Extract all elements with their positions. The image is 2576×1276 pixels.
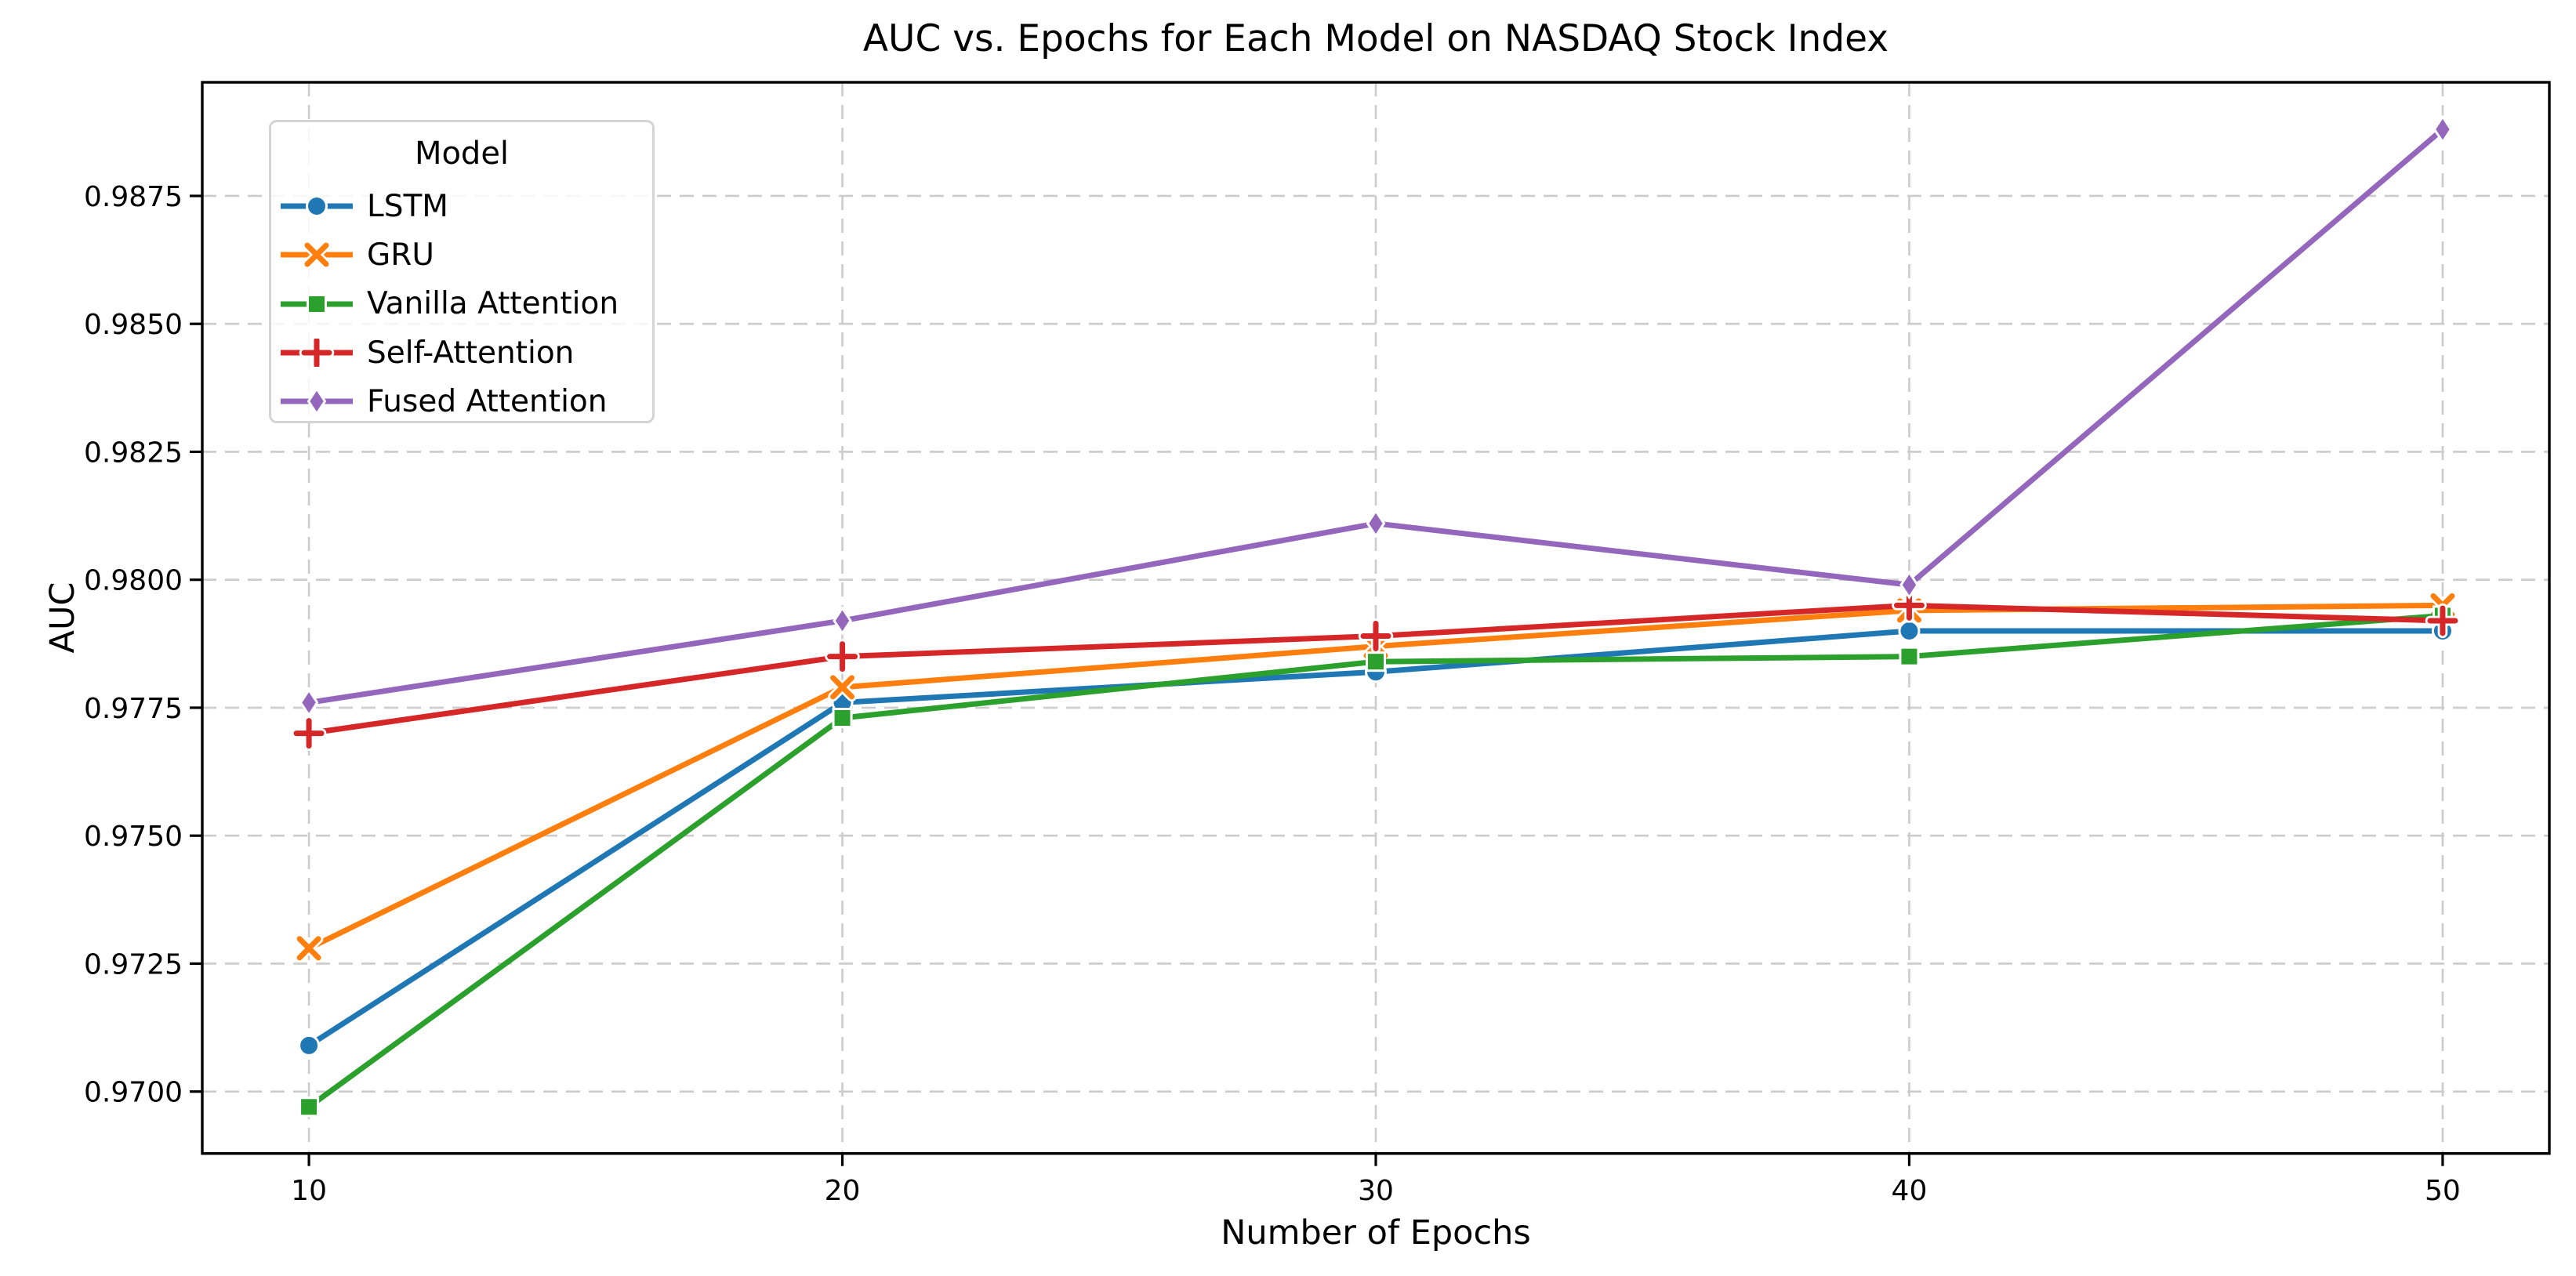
axis-ticks xyxy=(190,194,2444,1166)
x-tick-label: 20 xyxy=(825,1175,861,1207)
series-marker xyxy=(830,675,855,700)
series-marker xyxy=(306,195,328,218)
plus-swatch-icon xyxy=(281,339,353,368)
legend-item-label: LSTM xyxy=(367,188,448,224)
legend-item-lstm: LSTM xyxy=(271,182,652,230)
series-marker xyxy=(293,718,325,749)
series-marker xyxy=(833,606,852,636)
series-marker xyxy=(1366,651,1386,672)
legend-item-vanilla-attention: Vanilla Attention xyxy=(271,280,652,328)
x-axis-label: Number of Epochs xyxy=(1221,1213,1531,1252)
legend-item-gru: GRU xyxy=(271,230,652,279)
y-tick-label: 0.9775 xyxy=(84,693,183,725)
x-tick-label: 40 xyxy=(1892,1175,1928,1207)
series-marker xyxy=(296,936,321,961)
y-tick-label: 0.9850 xyxy=(84,309,183,341)
axis-tick-labels: 0.9700 0.9725 0.9750 0.9775 0.9800 0.9825 0.98… xyxy=(84,181,2461,1207)
y-tick-label: 0.9750 xyxy=(84,821,183,853)
x-tick-label: 50 xyxy=(2425,1175,2461,1207)
legend-item-label: GRU xyxy=(367,237,434,273)
legend-item-label: Fused Attention xyxy=(367,383,608,419)
legend-items: LSTM GRU Vanilla Attention Self-Attention Fu… xyxy=(271,182,652,426)
legend-item-label: Self-Attention xyxy=(367,335,575,371)
legend-item-label: Vanilla Attention xyxy=(367,286,619,322)
series-marker xyxy=(2427,605,2458,636)
legend-title: Model xyxy=(414,136,510,172)
series-marker xyxy=(1360,621,1391,652)
series-fused-attention xyxy=(299,114,2453,718)
diamond-swatch-icon xyxy=(281,387,353,416)
y-axis-label: AUC xyxy=(43,582,82,654)
x-swatch-icon xyxy=(281,241,353,270)
series-self-attention xyxy=(291,588,2461,751)
series-marker xyxy=(307,293,327,314)
circle-swatch-icon xyxy=(281,195,353,218)
series-marker xyxy=(827,641,858,672)
series-marker xyxy=(307,387,327,416)
y-tick-label: 0.9800 xyxy=(84,565,183,597)
y-tick-label: 0.9875 xyxy=(84,181,183,213)
legend-item-self-attention: Self-Attention xyxy=(271,328,652,377)
x-tick-label: 10 xyxy=(291,1175,327,1207)
series-marker xyxy=(2433,114,2453,144)
legend: Model LSTM GRU Vanilla Attention Self-Atten… xyxy=(269,120,655,423)
chart-title: AUC vs. Epochs for Each Model on NASDAQ … xyxy=(862,17,1889,60)
series-marker xyxy=(304,242,329,267)
series-marker xyxy=(298,1034,321,1057)
series-marker xyxy=(1366,509,1386,538)
series-marker xyxy=(1899,646,1920,667)
series-marker xyxy=(832,708,853,729)
y-tick-label: 0.9725 xyxy=(84,948,183,981)
x-tick-label: 30 xyxy=(1358,1175,1394,1207)
y-tick-label: 0.9825 xyxy=(84,437,183,469)
series-marker xyxy=(299,687,319,718)
series-vanilla-attention xyxy=(299,605,2453,1118)
series-marker xyxy=(299,1097,320,1118)
series-marker xyxy=(1899,570,1919,600)
legend-item-fused-attention: Fused Attention xyxy=(271,377,652,426)
square-swatch-icon xyxy=(281,293,353,314)
series-marker xyxy=(1898,620,1921,643)
y-tick-label: 0.9700 xyxy=(84,1077,183,1109)
series-marker xyxy=(301,339,332,368)
